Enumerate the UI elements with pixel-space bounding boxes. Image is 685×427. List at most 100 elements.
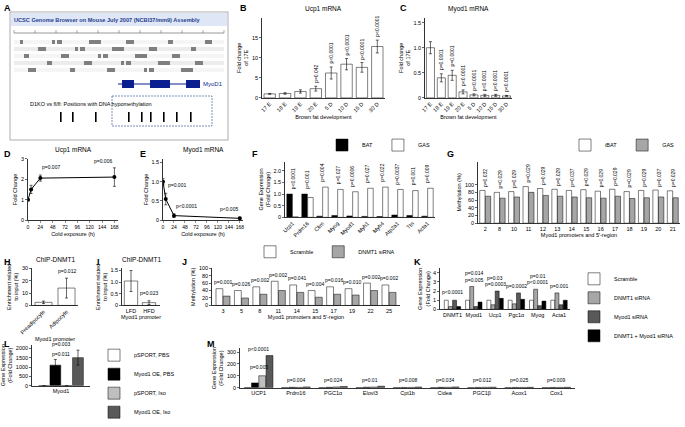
svg-text:p<0.0001: p<0.0001 bbox=[481, 70, 487, 91]
svg-text:p<0.0001: p<0.0001 bbox=[460, 65, 466, 86]
svg-text:Myod1: Myod1 bbox=[466, 312, 483, 318]
svg-text:Prdm16: Prdm16 bbox=[292, 220, 310, 238]
svg-text:0: 0 bbox=[156, 217, 159, 223]
svg-text:Enrichment relatedto input (%): Enrichment relatedto input (%) bbox=[6, 264, 19, 310]
svg-text:13: 13 bbox=[554, 226, 560, 232]
svg-text:20: 20 bbox=[22, 278, 28, 284]
svg-text:1500: 1500 bbox=[16, 355, 28, 361]
svg-text:5 D: 5 D bbox=[324, 101, 334, 111]
svg-text:p=0.0001: p=0.0001 bbox=[438, 49, 444, 70]
svg-text:144: 144 bbox=[98, 224, 107, 230]
svg-text:Myod1 promoter: Myod1 promoter bbox=[35, 336, 75, 342]
svg-text:Methylation (%): Methylation (%) bbox=[190, 268, 196, 306]
svg-text:p=0.001: p=0.001 bbox=[168, 182, 186, 188]
svg-text:p=0.002: p=0.002 bbox=[362, 274, 380, 280]
svg-text:17 E: 17 E bbox=[421, 101, 433, 113]
svg-text:3: 3 bbox=[21, 156, 24, 162]
svg-text:p=0.001: p=0.001 bbox=[214, 279, 232, 285]
svg-text:pSPORT, Iso: pSPORT, Iso bbox=[134, 390, 166, 396]
svg-text:J: J bbox=[182, 257, 187, 267]
svg-text:p=0.041: p=0.041 bbox=[288, 275, 306, 281]
svg-text:1000: 1000 bbox=[16, 364, 28, 370]
svg-text:p=0.003: p=0.003 bbox=[52, 341, 70, 347]
svg-text:0: 0 bbox=[471, 220, 474, 226]
svg-text:p=0.001: p=0.001 bbox=[550, 283, 568, 289]
svg-text:2: 2 bbox=[484, 226, 487, 232]
svg-text:120: 120 bbox=[86, 224, 95, 230]
svg-text:11: 11 bbox=[526, 226, 532, 232]
svg-text:p=0.03: p=0.03 bbox=[487, 275, 503, 281]
svg-text:30: 30 bbox=[22, 265, 28, 271]
svg-text:BAT: BAT bbox=[362, 142, 373, 148]
svg-text:10 D: 10 D bbox=[337, 101, 349, 113]
svg-text:p=0.029: p=0.029 bbox=[598, 169, 604, 187]
svg-text:0: 0 bbox=[418, 95, 421, 101]
svg-text:Cold exposure (h): Cold exposure (h) bbox=[181, 231, 225, 237]
svg-text:L: L bbox=[4, 339, 10, 349]
svg-text:144: 144 bbox=[225, 224, 234, 230]
svg-text:0.5: 0.5 bbox=[273, 203, 281, 209]
svg-text:M: M bbox=[207, 339, 215, 349]
svg-text:5: 5 bbox=[255, 75, 258, 81]
svg-text:Ttn: Ttn bbox=[405, 220, 415, 230]
svg-text:0: 0 bbox=[21, 217, 24, 223]
svg-text:1.0: 1.0 bbox=[273, 191, 281, 197]
svg-text:Myog: Myog bbox=[531, 312, 544, 318]
svg-text:p<0.0001: p<0.0001 bbox=[503, 71, 509, 92]
svg-text:Fold Change: Fold Change bbox=[143, 174, 149, 206]
svg-text:p=0.01: p=0.01 bbox=[362, 377, 378, 383]
svg-text:p=0.024: p=0.024 bbox=[324, 377, 342, 383]
svg-text:p<0.005: p<0.005 bbox=[220, 206, 238, 212]
svg-text:Myod1 siRNA: Myod1 siRNA bbox=[614, 314, 648, 320]
svg-text:Fold changeof 17E: Fold changeof 17E bbox=[236, 43, 249, 73]
svg-text:p=0.027: p=0.027 bbox=[364, 165, 370, 183]
svg-text:p=0.029: p=0.029 bbox=[583, 168, 589, 186]
svg-text:18 E: 18 E bbox=[432, 101, 444, 113]
svg-text:pSPORT, PBS: pSPORT, PBS bbox=[134, 352, 170, 358]
svg-text:p=0.005: p=0.005 bbox=[465, 277, 483, 283]
svg-text:Atp2a1: Atp2a1 bbox=[384, 220, 401, 237]
svg-text:ChIP-DNMT1: ChIP-DNMT1 bbox=[122, 256, 161, 263]
svg-text:80: 80 bbox=[202, 273, 208, 279]
svg-text:Ucp1: Ucp1 bbox=[282, 220, 295, 233]
svg-text:14: 14 bbox=[294, 308, 300, 314]
svg-text:Myod1 promoters and 5'-region: Myod1 promoters and 5'-region bbox=[268, 314, 344, 320]
svg-text:D: D bbox=[4, 149, 11, 159]
svg-text:ChIP-DNMT1: ChIP-DNMT1 bbox=[36, 256, 75, 263]
svg-text:iBAT: iBAT bbox=[605, 142, 617, 148]
svg-text:200: 200 bbox=[227, 361, 236, 367]
svg-text:100: 100 bbox=[465, 182, 474, 188]
svg-text:p=0.008: p=0.008 bbox=[399, 377, 417, 383]
svg-text:18: 18 bbox=[626, 226, 632, 232]
svg-text:Prdm16: Prdm16 bbox=[286, 390, 305, 396]
svg-text:100: 100 bbox=[199, 265, 208, 271]
svg-text:Elovl3: Elovl3 bbox=[363, 390, 378, 396]
svg-text:p=0.0001: p=0.0001 bbox=[449, 45, 455, 66]
svg-text:GAS: GAS bbox=[662, 142, 674, 148]
svg-text:12: 12 bbox=[540, 226, 546, 232]
svg-text:48: 48 bbox=[50, 224, 56, 230]
svg-text:p=0.001: p=0.001 bbox=[410, 167, 416, 185]
svg-text:D1KO vs fl/fl: Positions with: D1KO vs fl/fl: Positions with DNA hypome… bbox=[30, 101, 152, 107]
svg-text:p=0.037: p=0.037 bbox=[569, 168, 575, 186]
svg-text:0.5: 0.5 bbox=[413, 70, 421, 76]
svg-text:p=0.009: p=0.009 bbox=[547, 377, 565, 383]
svg-text:25: 25 bbox=[386, 308, 392, 314]
svg-text:1: 1 bbox=[21, 197, 24, 203]
svg-text:Adipocyte: Adipocyte bbox=[48, 308, 69, 329]
svg-text:Cox1: Cox1 bbox=[550, 390, 563, 396]
svg-text:UCP1: UCP1 bbox=[251, 390, 266, 396]
svg-text:80: 80 bbox=[468, 189, 474, 195]
svg-text:0: 0 bbox=[25, 383, 28, 389]
svg-text:p=0.009: p=0.009 bbox=[424, 165, 430, 183]
svg-text:11: 11 bbox=[275, 308, 281, 314]
svg-text:Cpt1b: Cpt1b bbox=[400, 390, 415, 396]
svg-text:Fold Change: Fold Change bbox=[13, 174, 19, 206]
svg-text:Ucp1: Ucp1 bbox=[489, 312, 502, 318]
svg-text:Methylation (%): Methylation (%) bbox=[456, 173, 462, 211]
svg-text:1.0: 1.0 bbox=[413, 45, 421, 51]
svg-text:0: 0 bbox=[205, 302, 208, 308]
svg-text:20 E: 20 E bbox=[306, 101, 318, 113]
svg-text:p<0.0001: p<0.0001 bbox=[290, 168, 296, 189]
svg-text:p=0.014: p=0.014 bbox=[465, 270, 483, 276]
